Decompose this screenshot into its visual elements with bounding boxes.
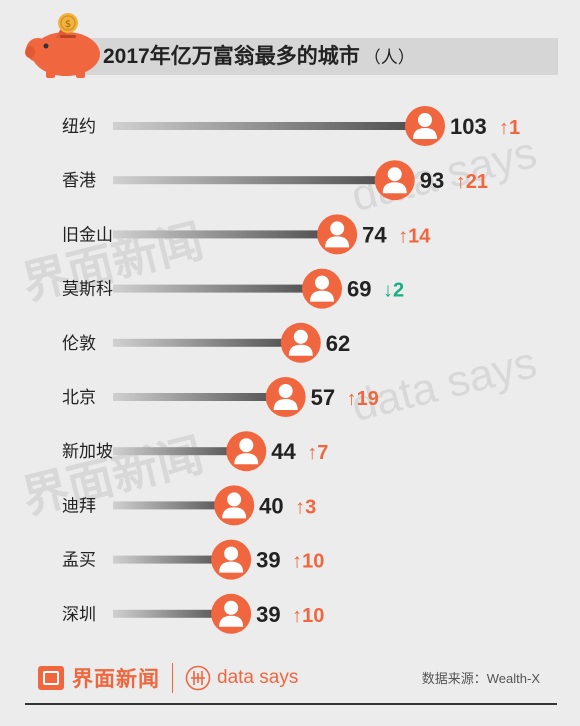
value-label: 57 xyxy=(311,385,335,410)
person-icon xyxy=(211,593,252,634)
change-label: ↑10 xyxy=(292,551,324,573)
bar xyxy=(113,501,235,510)
value-label: 103 xyxy=(450,114,487,139)
category-label: 莫斯科 xyxy=(62,280,113,299)
value-label: 69 xyxy=(347,277,371,302)
bar xyxy=(113,176,395,185)
value-label: 44 xyxy=(271,439,296,464)
category-label: 纽约 xyxy=(62,117,96,136)
category-label: 北京 xyxy=(62,388,96,407)
change-label: ↑7 xyxy=(307,442,328,464)
category-label: 伦敦 xyxy=(62,334,96,353)
value-label: 93 xyxy=(420,168,444,193)
bar-chart: 纽约 103 ↑1 香港 93 ↑21 旧金山 74 ↑14 莫斯科 69 ↓2 伦敦 62 北京 57 ↑19… xyxy=(62,106,520,634)
bar xyxy=(113,393,286,401)
bar xyxy=(113,338,301,347)
person-icon xyxy=(374,160,415,201)
category-label: 香港 xyxy=(62,171,96,190)
value-label: 74 xyxy=(362,222,387,247)
footer-brand: 界面新闻 xyxy=(72,668,160,691)
svg-text:$: $ xyxy=(65,19,71,30)
category-label: 孟买 xyxy=(62,551,96,570)
category-label: 旧金山 xyxy=(62,225,113,244)
change-label: ↑14 xyxy=(398,225,431,247)
bar xyxy=(113,230,338,239)
bar xyxy=(113,284,323,293)
chart-title-text: 2017年亿万富翁最多的城市 xyxy=(103,45,360,68)
chart-title-unit: （人） xyxy=(363,48,415,67)
person-icon xyxy=(226,431,267,472)
change-label: ↑21 xyxy=(456,171,488,193)
footer-divider xyxy=(172,663,173,693)
change-label: ↑1 xyxy=(499,117,520,139)
jiemian-logo-icon xyxy=(38,666,64,690)
category-label: 深圳 xyxy=(62,605,96,624)
change-label: ↑10 xyxy=(292,605,324,627)
bar xyxy=(113,609,232,618)
footer-brand-data-says: data says xyxy=(217,667,299,688)
title-band xyxy=(70,38,558,75)
person-icon xyxy=(317,214,358,255)
bar xyxy=(113,447,247,456)
data-source: 数据来源：Wealth-X xyxy=(421,671,540,686)
chart-title: 2017年亿万富翁最多的城市 （人） xyxy=(103,43,415,71)
value-label: 39 xyxy=(256,602,280,627)
change-label: ↑3 xyxy=(295,496,316,518)
value-label: 62 xyxy=(326,331,350,356)
data-says-logo-icon xyxy=(185,665,211,691)
category-label: 新加坡 xyxy=(62,442,113,461)
person-icon xyxy=(302,268,343,309)
value-label: 39 xyxy=(256,548,280,573)
change-label: ↓2 xyxy=(383,280,404,302)
footer-logo: 界面新闻 data says xyxy=(38,663,298,693)
piggy-bank-icon: $ xyxy=(25,13,100,78)
category-label: 迪拜 xyxy=(62,496,96,515)
person-icon xyxy=(280,322,321,363)
person-icon xyxy=(405,106,445,146)
person-icon xyxy=(214,485,255,526)
bar xyxy=(113,555,232,564)
bar xyxy=(113,122,425,130)
person-icon xyxy=(211,539,252,580)
value-label: 40 xyxy=(259,493,283,518)
person-icon xyxy=(265,377,306,417)
footer-rule xyxy=(25,703,557,705)
change-label: ↑19 xyxy=(347,388,379,410)
